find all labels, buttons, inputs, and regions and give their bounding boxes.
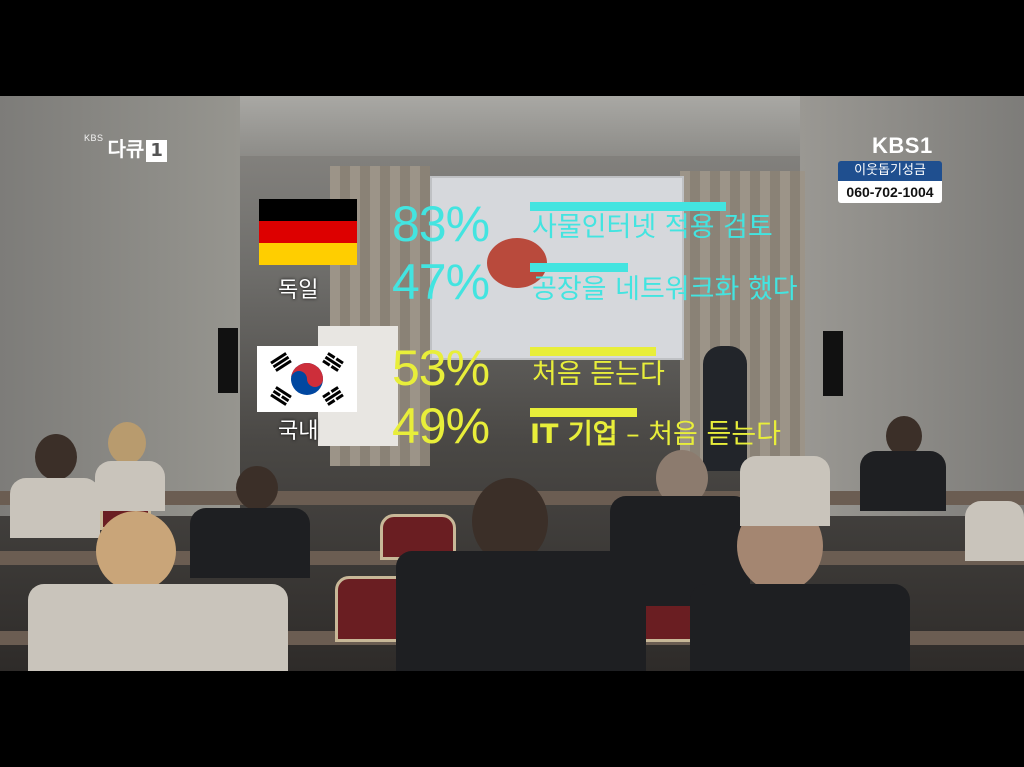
attendee-body: [190, 508, 310, 578]
attendee-body: [740, 456, 830, 526]
attendee-body: [396, 551, 646, 671]
germany-stat-1-caption: 사물인터넷 적용 검토: [532, 212, 773, 243]
donation-label: 이웃돕기성금: [838, 161, 942, 181]
attendee-head: [35, 434, 77, 480]
letterbox-bottom: [0, 671, 1024, 767]
flag-stripe-red: [259, 221, 357, 243]
attendee-body: [10, 478, 100, 538]
attendee-body: [860, 451, 946, 511]
network-logo: KBS1: [872, 133, 933, 158]
korea-stat-1-caption: 처음 듣는다: [532, 359, 665, 390]
country-label-germany: 독일: [278, 278, 319, 303]
attendee-head: [472, 478, 548, 564]
letterbox-top: [0, 0, 1024, 96]
korea-stat-2-caption: IT 기업 – 처음 듣는다: [530, 420, 781, 450]
germany-flag-icon: [259, 199, 357, 265]
korea-stat-2-caption-rest: – 처음 듣는다: [617, 419, 781, 450]
presenter: [703, 346, 747, 471]
korea-stat-2-caption-bold: IT 기업: [530, 419, 618, 450]
korea-stat-2-percent: 49%: [392, 398, 490, 454]
donation-phone: 060-702-1004: [838, 181, 942, 203]
speaker-left: [218, 328, 238, 393]
attendee-body: [690, 584, 910, 671]
germany-stat-2-bar: [530, 263, 628, 272]
korea-flag-graphic: [257, 346, 357, 412]
attendee-body: [965, 501, 1024, 561]
attendee-body: [95, 461, 165, 511]
germany-stat-1-percent: 83%: [392, 196, 490, 252]
korea-flag-icon: [257, 346, 357, 412]
korea-stat-1-bar: [530, 347, 656, 356]
country-label-korea: 국내: [278, 419, 319, 444]
korea-stat-1-percent: 53%: [392, 340, 490, 396]
attendee-body: [28, 584, 288, 671]
attendee-head: [108, 422, 146, 464]
attendee-head: [886, 416, 922, 456]
channel-logo: KBS 다큐 1: [84, 133, 167, 162]
korea-stat-2-bar: [530, 408, 637, 417]
germany-stat-1-bar: [530, 202, 726, 211]
attendee-head: [236, 466, 278, 510]
flag-stripe-gold: [259, 243, 357, 265]
channel-logo-main: 다큐: [107, 137, 145, 161]
attendee-head: [96, 511, 176, 591]
channel-logo-small: KBS: [84, 133, 104, 143]
flag-stripe-black: [259, 199, 357, 221]
germany-stat-2-caption: 공장을 네트워크화 했다: [532, 274, 798, 305]
channel-logo-number: 1: [146, 140, 167, 162]
germany-stat-2-percent: 47%: [392, 254, 490, 310]
speaker-right: [823, 331, 843, 396]
